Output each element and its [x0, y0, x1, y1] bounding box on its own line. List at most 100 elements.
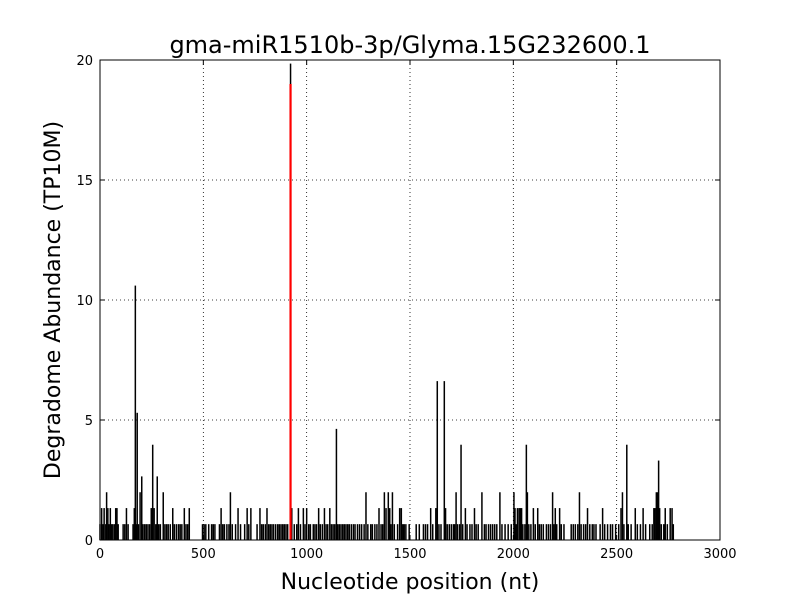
y-axis-label: Degradome Abundance (TP10M) — [41, 121, 66, 479]
abundance-bar — [307, 524, 310, 540]
abundance-bar — [329, 508, 331, 540]
abundance-bar — [312, 524, 315, 540]
abundance-bar — [669, 508, 671, 540]
abundance-bar — [285, 524, 287, 540]
abundance-bar — [524, 524, 526, 540]
abundance-bar — [105, 492, 108, 540]
abundance-bar — [461, 524, 464, 540]
abundance-bar — [554, 508, 557, 540]
abundance-bar — [159, 524, 162, 540]
abundance-bar — [133, 508, 136, 540]
abundance-bar — [220, 508, 222, 540]
abundance-bar — [109, 508, 112, 540]
abundance-bar — [356, 524, 359, 540]
abundance-bar — [345, 524, 347, 540]
abundance-bar — [444, 508, 447, 540]
abundance-bar — [493, 524, 496, 540]
y-tick-label: 20 — [76, 54, 93, 69]
abundance-bar — [228, 524, 230, 540]
abundance-bar — [393, 524, 396, 540]
abundance-bar — [142, 524, 144, 540]
abundance-bar — [519, 508, 522, 540]
abundance-bar — [525, 444, 528, 540]
abundance-bar — [234, 524, 237, 540]
abundance-bar — [542, 524, 545, 540]
abundance-bar — [530, 524, 532, 540]
abundance-bar — [648, 524, 651, 540]
abundance-bar — [555, 524, 558, 540]
abundance-bar — [448, 524, 451, 540]
abundance-bar — [295, 524, 298, 540]
abundance-bar — [259, 508, 261, 540]
abundance-bar — [100, 508, 103, 540]
abundance-bar — [175, 524, 178, 540]
abundance-bar — [403, 524, 405, 540]
abundance-bar — [388, 508, 391, 540]
abundance-bar — [272, 524, 275, 540]
abundance-bar — [323, 508, 326, 540]
abundance-bar — [183, 508, 186, 540]
abundance-bar — [620, 508, 622, 540]
abundance-bar — [157, 524, 160, 540]
abundance-bar — [475, 524, 477, 540]
abundance-bar — [387, 492, 390, 540]
abundance-bar — [595, 524, 597, 540]
abundance-bar — [291, 508, 293, 540]
abundance-bar — [124, 524, 126, 540]
abundance-bar — [304, 524, 306, 540]
abundance-bar — [487, 524, 490, 540]
abundance-bar — [173, 524, 176, 540]
abundance-bar — [496, 524, 498, 540]
abundance-bar — [302, 508, 305, 540]
abundance-bar — [672, 524, 675, 540]
abundance-bar — [343, 524, 346, 540]
abundance-bar — [489, 524, 492, 540]
abundance-bar — [201, 524, 204, 540]
abundance-bar — [446, 524, 448, 540]
abundance-bar — [167, 524, 169, 540]
abundance-bar — [644, 524, 647, 540]
abundance-bar — [336, 524, 339, 540]
abundance-bar — [504, 524, 506, 540]
abundance-bar — [179, 524, 181, 540]
abundance-bar — [363, 524, 365, 540]
abundance-bar — [371, 524, 374, 540]
abundance-bar — [651, 524, 653, 540]
abundance-bar — [280, 524, 282, 540]
abundance-bar — [400, 508, 403, 540]
abundance-bar — [518, 508, 520, 540]
abundance-bar — [107, 508, 109, 540]
abundance-bar — [450, 524, 453, 540]
abundance-bar — [458, 524, 461, 540]
y-tick-label: 5 — [85, 414, 93, 429]
abundance-bar — [545, 524, 548, 540]
abundance-bar — [185, 524, 187, 540]
abundance-bar — [169, 524, 172, 540]
abundance-bar — [526, 492, 529, 540]
abundance-bar — [452, 524, 455, 540]
abundance-bar — [317, 508, 320, 540]
abundance-bar — [606, 524, 609, 540]
abundance-bar — [408, 524, 410, 540]
abundance-bar — [510, 524, 513, 540]
abundance-bar — [321, 524, 324, 540]
abundance-bar — [281, 524, 284, 540]
abundance-bar — [422, 524, 425, 540]
abundance-bar — [398, 508, 401, 540]
abundance-bar — [558, 508, 561, 540]
abundance-bar — [162, 492, 164, 540]
abundance-bar — [341, 524, 344, 540]
abundance-bar — [376, 524, 378, 540]
abundance-bar — [151, 444, 154, 540]
abundance-bar — [460, 444, 462, 540]
abundance-bar — [103, 508, 105, 540]
abundance-bar — [274, 524, 277, 540]
abundance-bar — [110, 524, 113, 540]
abundance-bar — [237, 508, 239, 540]
abundance-bar — [132, 524, 134, 540]
abundance-bar — [325, 524, 327, 540]
abundance-bar — [574, 524, 577, 540]
abundance-bar — [418, 524, 421, 540]
abundance-bar — [623, 524, 625, 540]
abundance-bar — [593, 524, 595, 540]
